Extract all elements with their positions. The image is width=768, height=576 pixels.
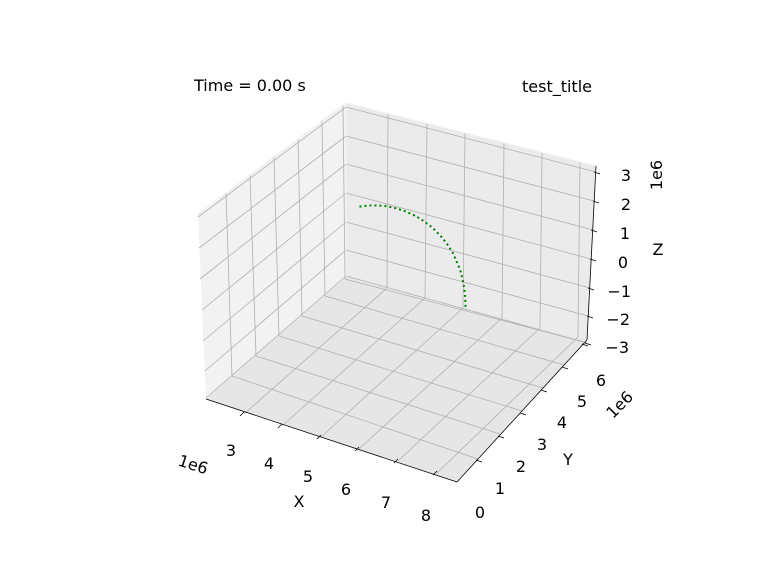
grid-y-floor [324,295,565,366]
grid-z-back [345,192,592,260]
z-tick [593,171,601,175]
grid-x-floor [243,287,388,415]
x-tick-labels: 3 4 5 6 7 8 [226,441,431,525]
z-tick-label: 2 [621,195,631,214]
grid-x-floor [436,336,579,474]
grid-z-left [204,249,347,372]
x-tick [432,470,438,476]
x-tick-label: 5 [303,467,313,486]
grid-x-floor [320,307,464,438]
grid-y-left [225,192,233,377]
grid-z-left [199,163,347,280]
x-axis-line [205,398,458,483]
y-tick [540,389,548,393]
z-tick-label: −2 [606,310,630,329]
grid-x-back [462,132,466,309]
x-tick [277,423,283,429]
z-axis-label: Z [653,240,664,259]
grid-z-left [202,221,347,342]
z-tick-label: 3 [621,166,631,185]
x-axis-label: X [294,492,305,511]
grid-y-floor [301,315,544,389]
y-tick-label: 0 [475,503,485,522]
y-tick-label: 4 [557,413,567,432]
grid-x-back [424,123,428,299]
x-tick-label: 8 [421,506,431,525]
grid-y-floor [231,375,479,460]
grid-x-back [577,161,581,338]
grid-z-back [345,163,594,231]
z-tick-label: −1 [607,282,631,301]
y-tick-label: 6 [596,371,606,390]
z-axis-line [586,165,597,341]
grid [197,104,597,474]
x-tick-label: 7 [381,493,391,512]
y-tick [475,459,483,463]
time-annotation: Time = 0.00 s [193,76,306,95]
z-tick-labels: 3 2 1 0 −1 −2 −3 [605,166,631,357]
z-tick [586,315,594,319]
y-tick [581,343,589,347]
y-tick [519,412,527,416]
x-tick [354,446,360,452]
grid-y-left [273,156,280,337]
y-tick [561,366,569,370]
x-tick-label: 4 [264,454,274,473]
y-tick-label: 5 [577,392,587,411]
z-tick [592,200,600,204]
grid-x-back [539,152,543,329]
z-tick [584,342,592,346]
y-tick-label: 2 [516,457,526,476]
back-pane [346,103,596,340]
grid-z-back [345,275,588,344]
z-tick-label: −3 [605,338,629,357]
floor-pane [206,277,587,482]
x-tick-label: 6 [341,480,351,499]
z-tick-label: 1 [620,224,630,243]
grid-y-floor [255,355,501,435]
axis-lines [205,165,597,483]
x-tick [393,458,399,464]
grid-z-left [197,106,347,218]
left-pane [198,103,346,399]
grid-x-back [386,113,389,289]
grid-y-left [321,120,326,297]
y-axis-line [456,339,588,483]
y-tick-labels: 0 1 2 3 4 5 6 [475,371,606,522]
z-tick [589,258,597,262]
x-tick [316,434,322,440]
grid-y-left [297,138,303,317]
y-tick-label: 3 [537,435,547,454]
z-tick [587,287,595,291]
chart-title: test_title [522,77,592,97]
tick-marks [239,171,601,476]
x-tick [239,411,245,417]
grid-y-floor [278,335,523,412]
grid-z-left [205,275,347,399]
axes-panes [198,103,596,482]
grid-z-back [345,106,597,173]
y-axis-label: Y [562,450,573,469]
grid-x-back [501,142,505,319]
grid-y-left [342,104,346,280]
y-tick-label: 1 [495,479,505,498]
x-tick-label: 3 [226,441,236,460]
z-tick [590,229,598,233]
grid-y-left [249,174,257,357]
z-offset-label: 1e6 [647,160,666,190]
grid-z-back [345,221,591,289]
grid-z-left [198,135,347,249]
grid-z-left [201,192,347,311]
y-tick [497,435,505,439]
grid-x-floor [281,297,426,427]
grid-z-back [345,249,589,317]
grid-z-back [345,135,595,202]
z-tick-label: 0 [618,253,628,272]
pane-edges [197,102,597,277]
